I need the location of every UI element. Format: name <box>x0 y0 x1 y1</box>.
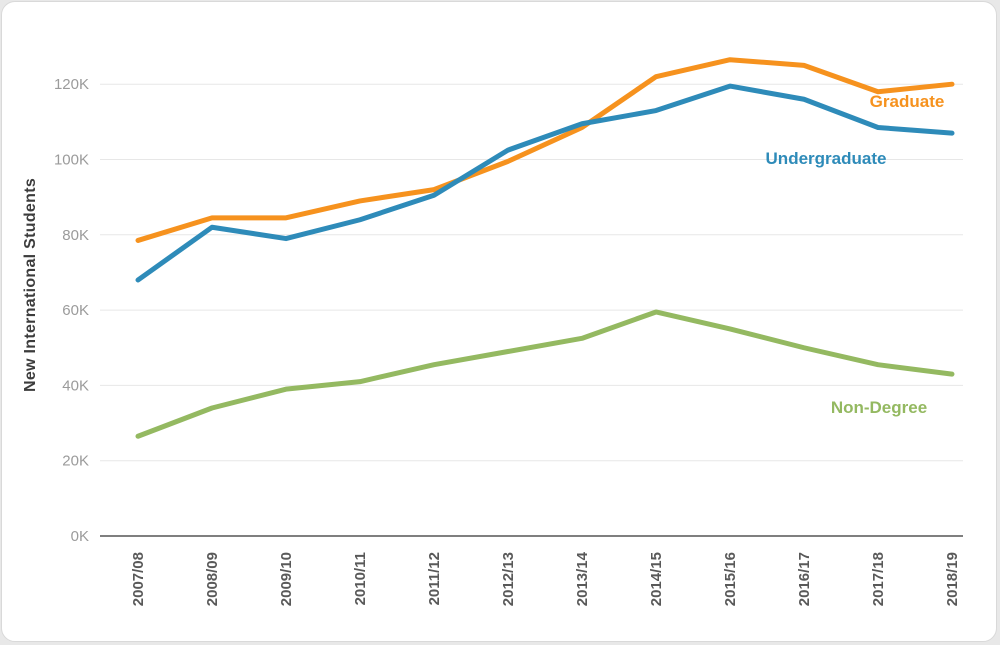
series-label-non-degree: Non-Degree <box>831 398 927 417</box>
x-tick-label: 2012/13 <box>500 552 517 606</box>
x-tick-label: 2011/12 <box>426 552 443 605</box>
y-tick-label: 20K <box>62 453 89 470</box>
x-tick-label: 2017/18 <box>870 552 887 606</box>
y-tick-label: 40K <box>62 377 89 394</box>
x-tick-label: 2013/14 <box>574 551 591 606</box>
x-tick-label: 2009/10 <box>278 552 295 606</box>
y-tick-label: 80K <box>62 227 89 244</box>
x-tick-label: 2015/16 <box>722 552 739 606</box>
x-tick-label: 2014/15 <box>648 552 665 606</box>
series-line-non-degree <box>135 309 955 439</box>
series-label-undergraduate: Undergraduate <box>766 149 887 168</box>
series-line-graduate <box>135 57 955 243</box>
series-line-undergraduate <box>135 83 955 283</box>
x-tick-label: 2008/09 <box>204 552 221 606</box>
y-tick-label: 60K <box>62 302 89 319</box>
y-tick-label: 120K <box>54 76 89 93</box>
x-tick-label: 2018/19 <box>944 552 961 606</box>
y-tick-label: 100K <box>54 152 89 169</box>
x-tick-label: 2007/08 <box>130 552 147 606</box>
y-tick-label: 0K <box>71 528 89 545</box>
x-tick-label: 2010/11 <box>352 552 369 605</box>
x-tick-label: 2016/17 <box>796 552 813 606</box>
series-label-graduate: Graduate <box>870 92 945 111</box>
